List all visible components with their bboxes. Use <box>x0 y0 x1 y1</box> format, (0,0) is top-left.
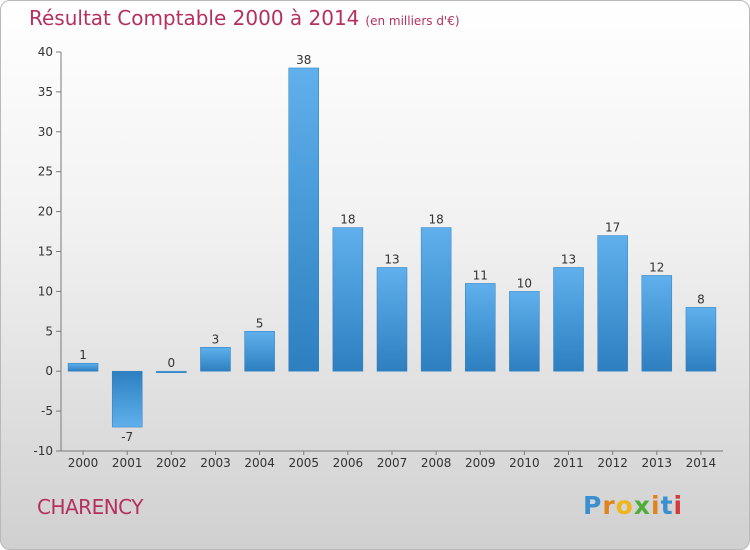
proxiti-logo: Proxiti <box>583 491 683 520</box>
x-tick-label: 2012 <box>597 456 628 470</box>
y-tick-label: -5 <box>41 404 53 418</box>
bar <box>465 283 496 372</box>
x-tick-label: 2005 <box>288 456 319 470</box>
y-tick-label: 0 <box>45 364 53 378</box>
bar <box>376 267 408 372</box>
y-tick-label: 5 <box>45 324 53 338</box>
logo-letter: r <box>602 491 616 520</box>
bar <box>244 331 275 372</box>
chart-subtitle: (en milliers d'€) <box>365 14 460 28</box>
bar-value-label: 18 <box>340 213 355 227</box>
bar-value-label: 38 <box>296 53 311 67</box>
y-tick-label: 30 <box>38 125 53 139</box>
bar-value-label: 18 <box>428 213 443 227</box>
bar-value-label: 1 <box>79 348 87 362</box>
x-tick-label: 2013 <box>642 456 673 470</box>
logo-letter: i <box>673 491 684 520</box>
bar-value-label: 0 <box>168 356 176 370</box>
chart-title: Résultat Comptable 2000 à 2014 (en millie… <box>29 6 460 30</box>
y-tick-label: -10 <box>33 444 53 458</box>
chart-title-text: Résultat Comptable 2000 à 2014 <box>29 6 360 30</box>
bar <box>420 227 452 372</box>
bar <box>685 307 717 372</box>
x-tick-label: 2004 <box>244 456 275 470</box>
bar-value-label: 11 <box>473 268 488 282</box>
logo-letter: t <box>660 491 674 520</box>
bar-value-label: 3 <box>212 332 220 346</box>
x-tick-label: 2008 <box>421 456 452 470</box>
y-tick-label: 10 <box>38 284 53 298</box>
bar-value-label: 5 <box>256 316 264 330</box>
bar <box>67 362 99 372</box>
city-name: CHARENCY <box>37 495 144 519</box>
bar-value-label: 12 <box>649 260 664 274</box>
y-tick-label: 15 <box>38 245 53 259</box>
bars-group: 1 -7 0 3 5 38 18 13 18 11 10 13 17 12 8 <box>67 53 717 444</box>
logo-letter: P <box>583 491 603 520</box>
bar-value-label: 10 <box>517 276 532 290</box>
logo-letter: o <box>615 491 634 520</box>
bar-value-label: 13 <box>561 252 576 266</box>
bar-value-label: 17 <box>605 221 620 235</box>
y-tick-label: 25 <box>38 165 53 179</box>
bar <box>288 67 319 372</box>
bar <box>553 267 584 372</box>
bar <box>111 370 143 428</box>
x-tick-label: 2006 <box>333 456 364 470</box>
y-tick-label: 35 <box>38 85 53 99</box>
bar <box>597 235 628 372</box>
logo-letter: i <box>651 491 661 520</box>
logo-letter: x <box>633 491 651 520</box>
y-tick-label: 20 <box>38 205 53 219</box>
x-tick-label: 2000 <box>68 456 99 470</box>
y-tick-label: 40 <box>38 45 53 59</box>
x-tick-label: 2009 <box>465 456 496 470</box>
bar <box>156 370 187 373</box>
x-tick-label: 2007 <box>377 456 408 470</box>
bar <box>332 227 364 372</box>
x-tick-label: 2010 <box>509 456 540 470</box>
x-tick-label: 2001 <box>112 456 143 470</box>
bar <box>509 291 540 372</box>
bar-value-label: 8 <box>697 292 705 306</box>
bar <box>200 347 231 372</box>
bar <box>641 275 673 372</box>
bar-value-label: -7 <box>121 430 133 444</box>
x-tick-label: 2003 <box>200 456 231 470</box>
x-tick-label: 2014 <box>686 456 717 470</box>
x-tick-label: 2002 <box>156 456 187 470</box>
bar-value-label: 13 <box>384 252 399 266</box>
x-tick-label: 2011 <box>553 456 584 470</box>
